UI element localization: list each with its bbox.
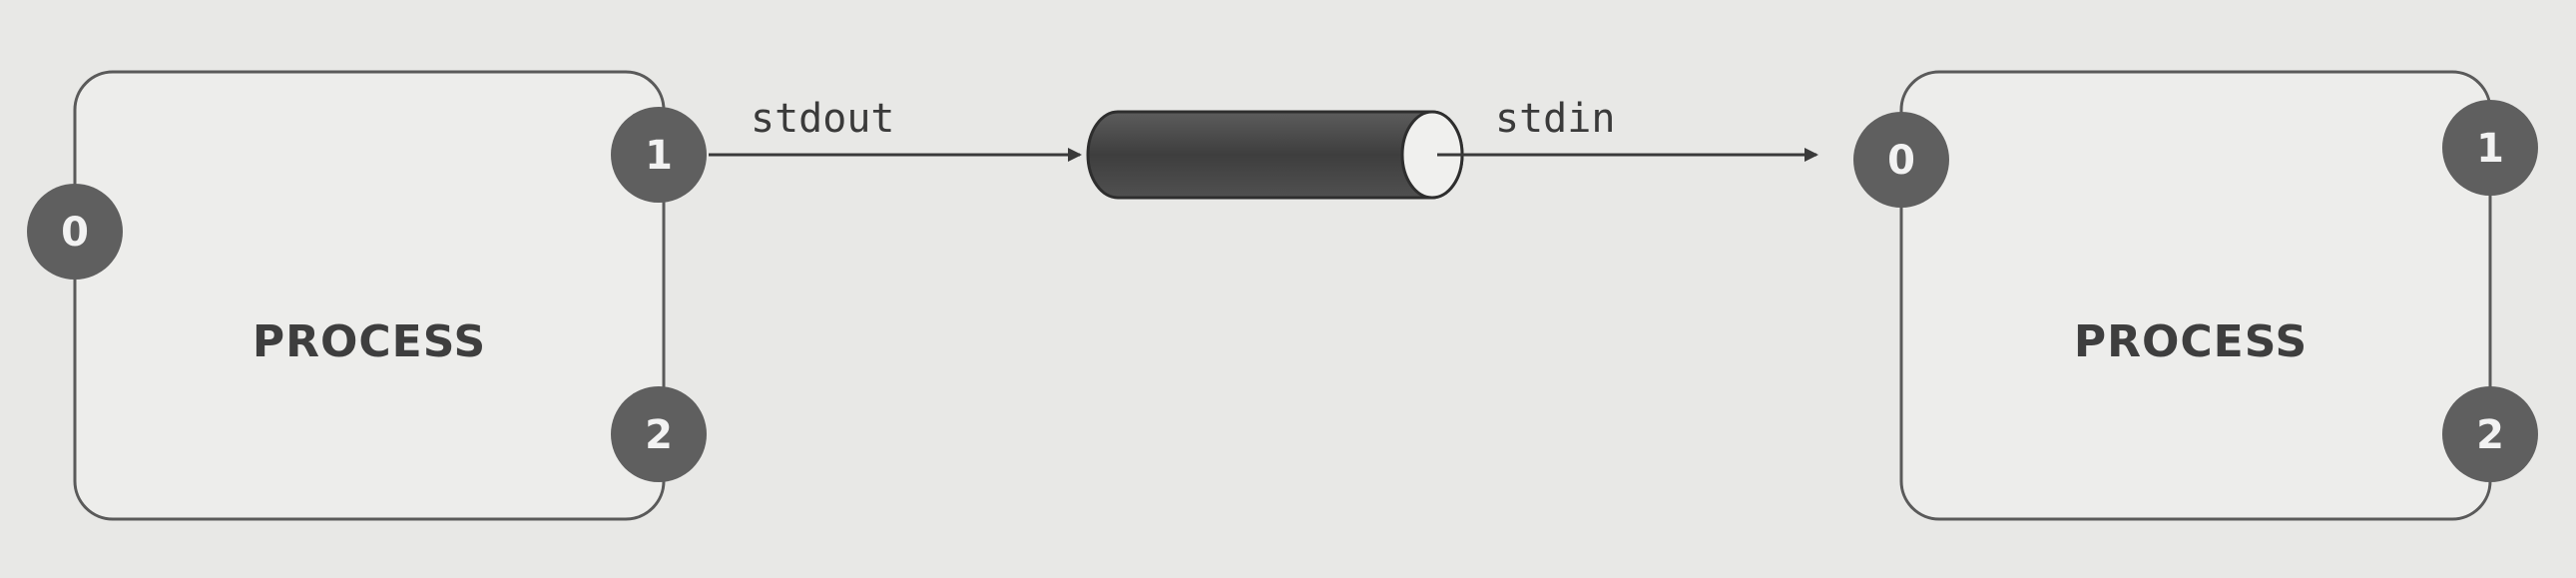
fd-number: 0 — [1887, 138, 1915, 184]
left-process-label: PROCESS — [253, 316, 486, 367]
right-fd-0: 0 — [1853, 112, 1949, 208]
stdout-label: stdout — [751, 96, 895, 142]
stdin-label: stdin — [1495, 96, 1615, 142]
fd-number: 0 — [61, 210, 89, 256]
fd-number: 1 — [645, 133, 673, 179]
right-process: PROCESS 0 1 2 — [1853, 70, 2538, 521]
fd-number: 2 — [645, 412, 673, 458]
fd-circle — [2442, 100, 2538, 196]
left-process: PROCESS 0 1 2 — [27, 70, 707, 521]
right-process-label: PROCESS — [2074, 316, 2308, 367]
fd-circle — [611, 107, 707, 203]
fd-circle — [2442, 386, 2538, 482]
right-fd-2: 2 — [2442, 386, 2538, 482]
left-fd-0: 0 — [27, 184, 123, 280]
fd-circle — [1853, 112, 1949, 208]
left-fd-2: 2 — [611, 386, 707, 482]
right-fd-1: 1 — [2442, 100, 2538, 196]
fd-number: 1 — [2476, 126, 2504, 172]
fd-circle — [611, 386, 707, 482]
left-fd-1: 1 — [611, 107, 707, 203]
right-process-box — [1899, 70, 2492, 521]
pipe-icon — [1086, 110, 1464, 200]
fd-circle — [27, 184, 123, 280]
left-process-box — [73, 70, 666, 521]
fd-number: 2 — [2476, 412, 2504, 458]
